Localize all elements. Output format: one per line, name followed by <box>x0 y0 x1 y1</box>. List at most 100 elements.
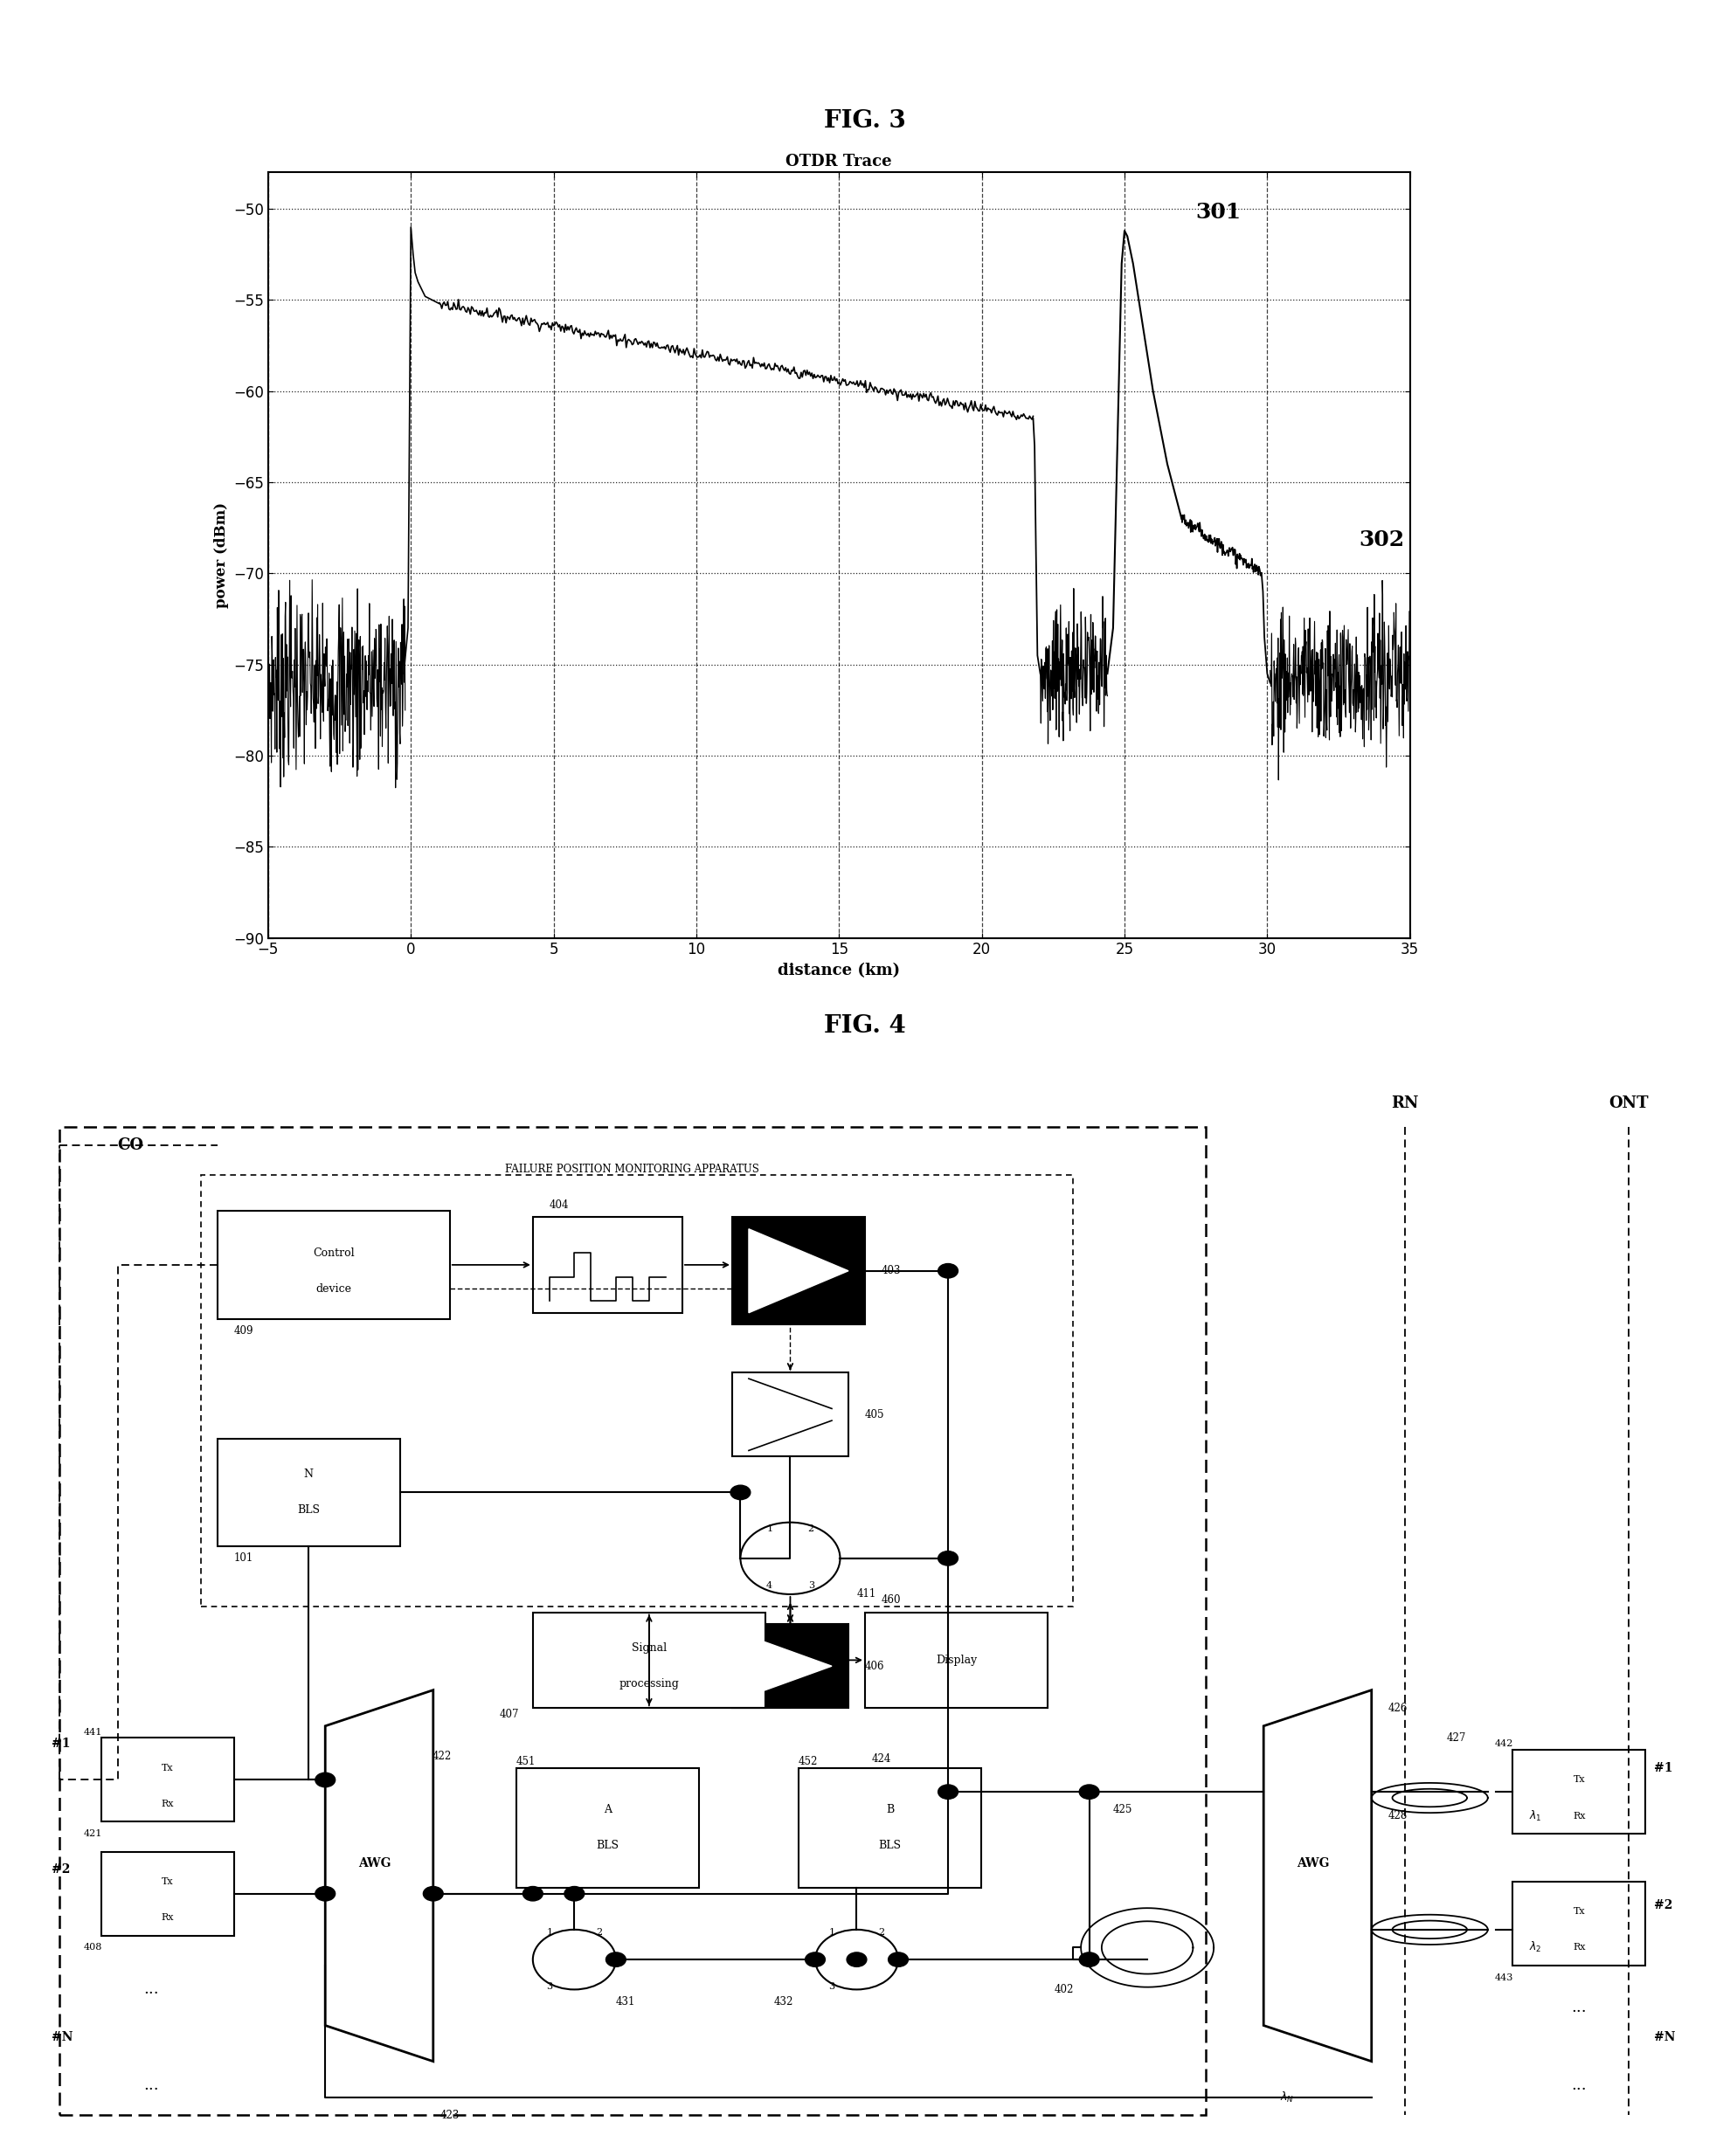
Text: RN: RN <box>1391 1095 1419 1110</box>
Text: 301: 301 <box>1195 201 1242 222</box>
Bar <box>799 1768 981 1889</box>
Text: $\lambda_1$: $\lambda_1$ <box>1529 1809 1541 1822</box>
Text: ...: ... <box>144 1981 159 1996</box>
Text: 101: 101 <box>234 1552 253 1563</box>
Text: FAILURE POSITION MONITORING APPARATUS: FAILURE POSITION MONITORING APPARATUS <box>505 1164 759 1175</box>
Circle shape <box>606 1953 626 1966</box>
Text: 3: 3 <box>547 1981 552 1990</box>
Text: 1: 1 <box>829 1927 836 1936</box>
Title: OTDR Trace: OTDR Trace <box>785 155 893 170</box>
Text: 425: 425 <box>1112 1805 1131 1815</box>
Bar <box>1512 1751 1645 1835</box>
Text: 1: 1 <box>547 1927 552 1936</box>
Text: Rx: Rx <box>1573 1811 1585 1820</box>
Text: BLS: BLS <box>879 1839 901 1852</box>
Circle shape <box>1080 1953 1099 1966</box>
Text: Rx: Rx <box>161 1912 173 1921</box>
Text: 403: 403 <box>882 1266 901 1276</box>
Polygon shape <box>749 1229 848 1313</box>
Circle shape <box>730 1485 751 1501</box>
Text: 426: 426 <box>1387 1703 1408 1714</box>
Text: N: N <box>304 1468 313 1481</box>
Text: 460: 460 <box>882 1595 901 1606</box>
Text: 407: 407 <box>500 1708 519 1720</box>
Text: device: device <box>315 1283 351 1294</box>
Text: A: A <box>604 1805 611 1815</box>
Text: ONT: ONT <box>1609 1095 1649 1110</box>
Text: Rx: Rx <box>161 1800 173 1809</box>
Text: BLS: BLS <box>298 1505 320 1516</box>
Text: $\lambda_N$: $\lambda_N$ <box>1280 2091 1294 2104</box>
Text: 405: 405 <box>865 1408 884 1421</box>
Text: 422: 422 <box>432 1751 452 1761</box>
Text: 408: 408 <box>83 1943 102 1951</box>
Bar <box>865 1613 1048 1708</box>
Text: 2: 2 <box>879 1927 884 1936</box>
Text: processing: processing <box>619 1677 680 1690</box>
X-axis label: distance (km): distance (km) <box>778 964 900 979</box>
Text: Tx: Tx <box>1573 1777 1585 1785</box>
Circle shape <box>522 1886 543 1902</box>
Text: 431: 431 <box>616 1996 635 2007</box>
Text: 423: 423 <box>439 2109 460 2122</box>
Text: 421: 421 <box>83 1830 102 1839</box>
Circle shape <box>938 1550 958 1565</box>
Text: B: B <box>886 1805 894 1815</box>
Text: 3: 3 <box>808 1580 815 1589</box>
Text: 406: 406 <box>865 1660 884 1671</box>
Text: Signal: Signal <box>631 1643 666 1654</box>
Text: 441: 441 <box>83 1727 102 1736</box>
Text: #1: #1 <box>1654 1761 1673 1774</box>
Circle shape <box>564 1886 585 1902</box>
Text: 427: 427 <box>1446 1731 1465 1744</box>
Text: 424: 424 <box>872 1753 891 1764</box>
Text: 428: 428 <box>1387 1811 1408 1822</box>
Bar <box>732 1216 865 1324</box>
Bar <box>732 1623 848 1708</box>
Text: 404: 404 <box>550 1199 569 1212</box>
Text: 402: 402 <box>1055 1984 1074 1994</box>
Text: FIG. 4: FIG. 4 <box>823 1015 907 1037</box>
Text: #N: #N <box>52 2031 73 2044</box>
Text: #2: #2 <box>1654 1899 1673 1912</box>
Text: ...: ... <box>1571 2078 1586 2093</box>
Text: Tx: Tx <box>161 1764 173 1772</box>
Bar <box>100 1738 234 1822</box>
Text: #2: #2 <box>52 1863 69 1876</box>
Text: 3: 3 <box>829 1981 836 1990</box>
Circle shape <box>424 1886 443 1902</box>
Circle shape <box>846 1953 867 1966</box>
Y-axis label: power (dBm): power (dBm) <box>215 502 228 608</box>
Text: 2: 2 <box>808 1524 815 1533</box>
Text: #1: #1 <box>52 1738 69 1751</box>
Text: 1: 1 <box>766 1524 773 1533</box>
Text: Display: Display <box>936 1654 977 1667</box>
Circle shape <box>804 1953 825 1966</box>
Bar <box>1512 1882 1645 1966</box>
Text: BLS: BLS <box>597 1839 619 1852</box>
Text: 2: 2 <box>597 1927 602 1936</box>
Text: CO: CO <box>118 1136 144 1153</box>
Text: Rx: Rx <box>1573 1943 1585 1951</box>
Text: ...: ... <box>144 2078 159 2093</box>
Polygon shape <box>749 1636 832 1697</box>
Text: 432: 432 <box>773 1996 794 2007</box>
Circle shape <box>1080 1785 1099 1798</box>
Text: 451: 451 <box>516 1757 536 1768</box>
Text: 411: 411 <box>856 1589 875 1600</box>
Circle shape <box>315 1772 336 1787</box>
Text: AWG: AWG <box>358 1858 391 1869</box>
Bar <box>100 1852 234 1936</box>
Circle shape <box>938 1263 958 1279</box>
Text: ...: ... <box>1571 1999 1586 2016</box>
Text: 302: 302 <box>1358 530 1405 550</box>
Text: Tx: Tx <box>1573 1908 1585 1917</box>
Text: Tx: Tx <box>161 1878 173 1886</box>
Text: 452: 452 <box>799 1757 818 1768</box>
Text: #N: #N <box>1654 2031 1675 2044</box>
Bar <box>218 1438 400 1546</box>
Bar <box>218 1212 450 1319</box>
Text: 4: 4 <box>766 1580 773 1589</box>
Circle shape <box>938 1785 958 1798</box>
Bar <box>533 1613 765 1708</box>
